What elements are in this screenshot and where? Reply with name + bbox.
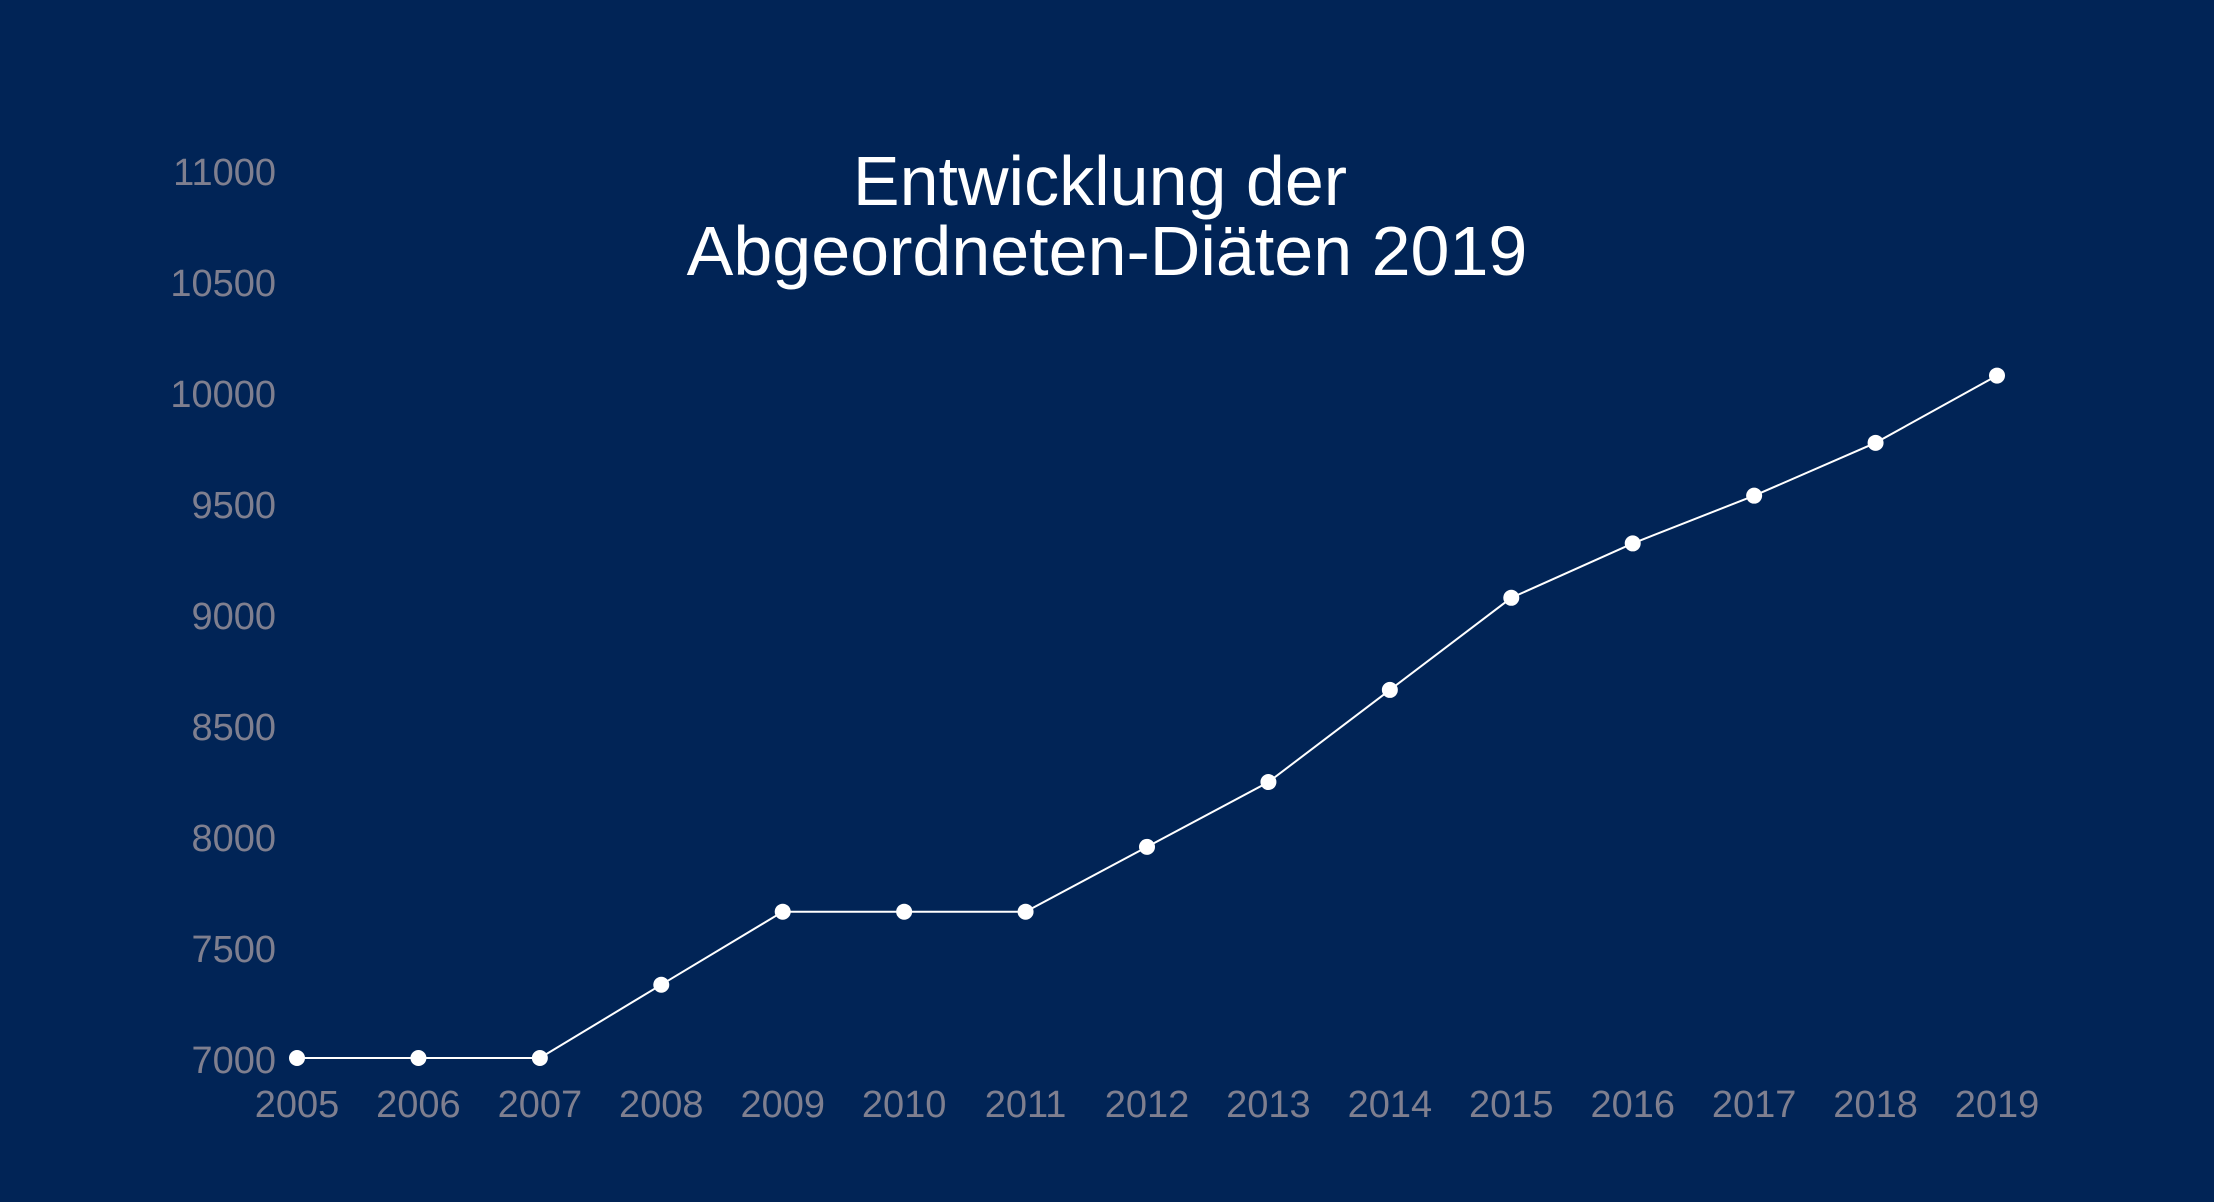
x-tick-label: 2007 [498, 1084, 583, 1126]
x-tick-label: 2013 [1226, 1084, 1311, 1126]
y-tick-label: 8000 [191, 818, 276, 860]
chart-title-line-1: Entwicklung der [853, 142, 1347, 220]
x-tick-label: 2005 [255, 1084, 340, 1126]
x-tick-label: 2018 [1833, 1084, 1918, 1126]
data-point-2012 [1139, 838, 1155, 855]
x-tick-label: 2017 [1712, 1084, 1797, 1126]
x-tick-label: 2009 [740, 1084, 825, 1126]
data-point-2016 [1624, 535, 1641, 552]
data-point-2013 [1260, 774, 1277, 791]
y-tick-label: 7500 [191, 929, 276, 971]
y-tick-label: 9500 [191, 485, 276, 527]
data-points [289, 367, 2005, 1067]
x-tick-label: 2016 [1590, 1084, 1675, 1126]
y-tick-label: 10000 [170, 374, 276, 416]
data-point-2018 [1867, 434, 1884, 451]
data-point-2017 [1746, 487, 1763, 504]
data-point-2011 [1017, 903, 1034, 920]
y-tick-label: 11000 [173, 152, 276, 194]
data-point-2015 [1503, 589, 1520, 606]
x-tick-label: 2014 [1348, 1084, 1433, 1126]
chart-title-line-2: Abgeordneten-Diäten 2019 [687, 212, 1528, 290]
data-point-2019 [1989, 367, 2005, 384]
data-point-2014 [1381, 681, 1398, 698]
x-tick-label: 2008 [619, 1084, 704, 1126]
data-point-2006 [410, 1050, 427, 1067]
data-point-2005 [289, 1050, 305, 1067]
y-tick-label: 9000 [191, 596, 276, 638]
x-tick-label: 2011 [985, 1084, 1067, 1126]
y-axis-ticks: 7000 7500 8000 8500 9000 9500 10000 10500 11000 [170, 152, 276, 1082]
data-point-2010 [896, 903, 913, 920]
x-tick-label: 2006 [376, 1084, 461, 1126]
data-point-2007 [531, 1050, 548, 1067]
y-tick-label: 10500 [170, 263, 276, 305]
x-tick-label: 2019 [1955, 1084, 2040, 1126]
y-tick-label: 8500 [191, 707, 276, 749]
data-point-2008 [653, 976, 670, 993]
data-point-2009 [774, 903, 791, 920]
x-tick-label: 2012 [1105, 1084, 1190, 1126]
x-axis-ticks: 2005 2006 2007 2008 2009 2010 2011 2012 2013 2014… [255, 1084, 2040, 1126]
y-tick-label: 7000 [191, 1040, 276, 1082]
x-tick-label: 2010 [862, 1084, 947, 1126]
x-tick-label: 2015 [1469, 1084, 1554, 1126]
